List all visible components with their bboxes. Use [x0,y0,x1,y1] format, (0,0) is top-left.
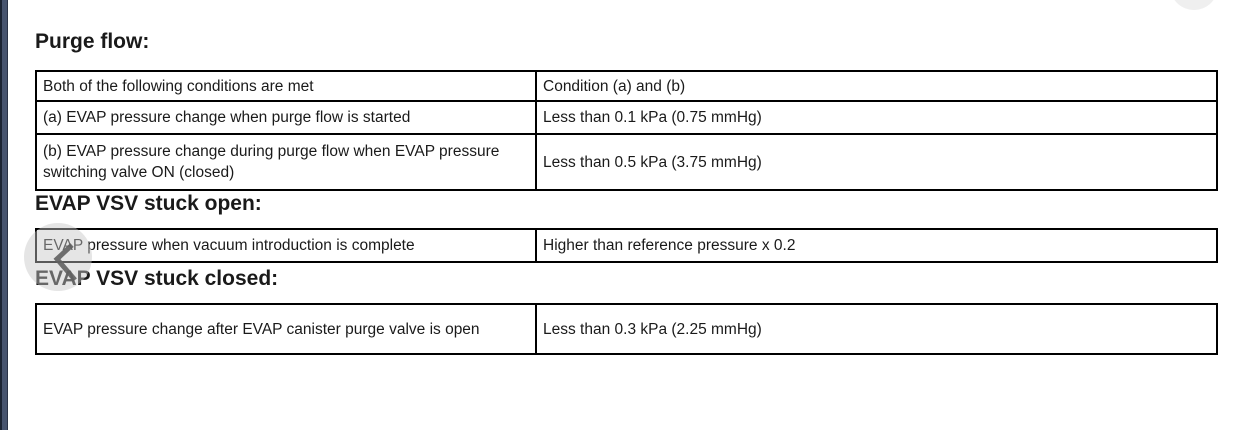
condition-cell: EVAP pressure when vacuum introduction i… [35,228,537,263]
value-cell: Less than 0.5 kPa (3.75 mmHg) [535,133,1218,191]
condition-cell: EVAP pressure change after EVAP canister… [35,303,537,355]
section-heading-vsv-stuck-open: EVAP VSV stuck open: [35,192,262,215]
back-gesture-overlay[interactable] [24,223,92,291]
chevron-left-icon [53,243,77,282]
table-row: EVAP pressure change after EVAP canister… [35,303,1218,355]
condition-cell: Both of the following conditions are met [35,70,537,102]
value-cell: Less than 0.3 kPa (2.25 mmHg) [535,303,1218,355]
condition-cell: (b) EVAP pressure change during purge fl… [35,133,537,191]
table-row: (b) EVAP pressure change during purge fl… [35,133,1218,191]
value-cell: Less than 0.1 kPa (0.75 mmHg) [535,100,1218,135]
window-edge-bar [0,0,8,430]
vsv-stuck-closed-table: EVAP pressure change after EVAP canister… [35,303,1218,355]
purge-flow-table: Both of the following conditions are met… [35,70,1218,191]
table-row: Both of the following conditions are met… [35,70,1218,102]
condition-cell: (a) EVAP pressure change when purge flow… [35,100,537,135]
floating-button-partial [1170,0,1218,10]
table-row: (a) EVAP pressure change when purge flow… [35,100,1218,135]
vsv-stuck-open-table: EVAP pressure when vacuum introduction i… [35,228,1218,263]
section-heading-vsv-stuck-closed: EVAP VSV stuck closed: [35,267,279,290]
section-heading-purge-flow: Purge flow: [35,30,150,53]
value-cell: Higher than reference pressure x 0.2 [535,228,1218,263]
value-cell: Condition (a) and (b) [535,70,1218,102]
table-row: EVAP pressure when vacuum introduction i… [35,228,1218,263]
